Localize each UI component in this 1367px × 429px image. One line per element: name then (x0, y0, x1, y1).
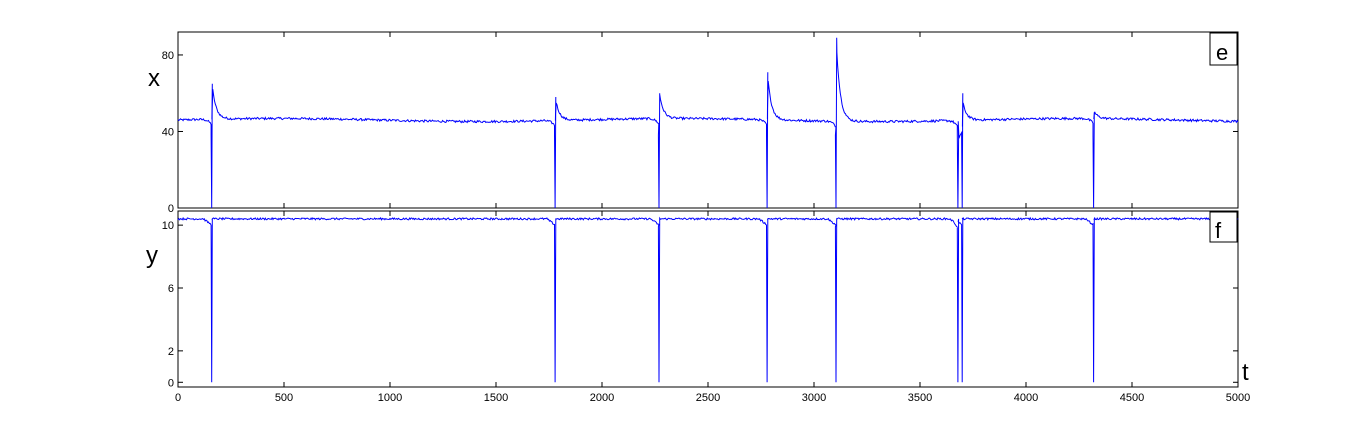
panel-tag-box-f (1209, 211, 1238, 243)
plot-frame-y (177, 210, 1239, 388)
x-tick-label: 3000 (802, 392, 826, 404)
x-ticks: 0 500 1000 1500 2000 2500 3000 3500 4000 4500 5000 (175, 392, 1250, 404)
y-tick-label: 0 (168, 203, 174, 215)
x-tick-label: 500 (275, 392, 293, 404)
y-tick-label: 6 (168, 283, 174, 295)
x-axis-label-t: t (1242, 359, 1249, 386)
x-tick-label: 4500 (1120, 392, 1144, 404)
panel-tag-f: f (1215, 218, 1222, 243)
y-tick-label: 40 (162, 126, 174, 138)
x-tick-label: 1500 (484, 392, 508, 404)
y-tick-label: 10 (162, 220, 174, 232)
y-tick-label: 2 (168, 346, 174, 358)
plot-frame-x (177, 31, 1239, 209)
x-tick-label: 4000 (1014, 392, 1038, 404)
x-tick-label: 2000 (590, 392, 614, 404)
panel-y: 0 2 6 10 0 500 1000 1500 2000 2500 3000 3500 4000 45… (146, 210, 1250, 404)
x-tick-label: 0 (175, 392, 181, 404)
x-tick-label: 5000 (1226, 392, 1250, 404)
x-tick-label: 1000 (378, 392, 402, 404)
y-ticks-y: 0 2 6 10 (162, 211, 1239, 389)
panel-tag-box-e (1209, 32, 1238, 66)
x-tick-label: 2500 (696, 392, 720, 404)
panel-x: 0 40 80 x e (148, 31, 1239, 215)
panel-tag-e: e (1216, 40, 1228, 65)
series-line-x (177, 37, 1239, 209)
y-axis-label-x: x (148, 65, 160, 92)
y-ticks-x: 0 40 80 (162, 32, 1239, 215)
y-tick-label: 0 (168, 377, 174, 389)
y-axis-label-y: y (146, 242, 158, 269)
y-tick-label: 80 (162, 50, 174, 62)
series-line-y (177, 216, 1239, 383)
x-tick-label: 3500 (908, 392, 932, 404)
